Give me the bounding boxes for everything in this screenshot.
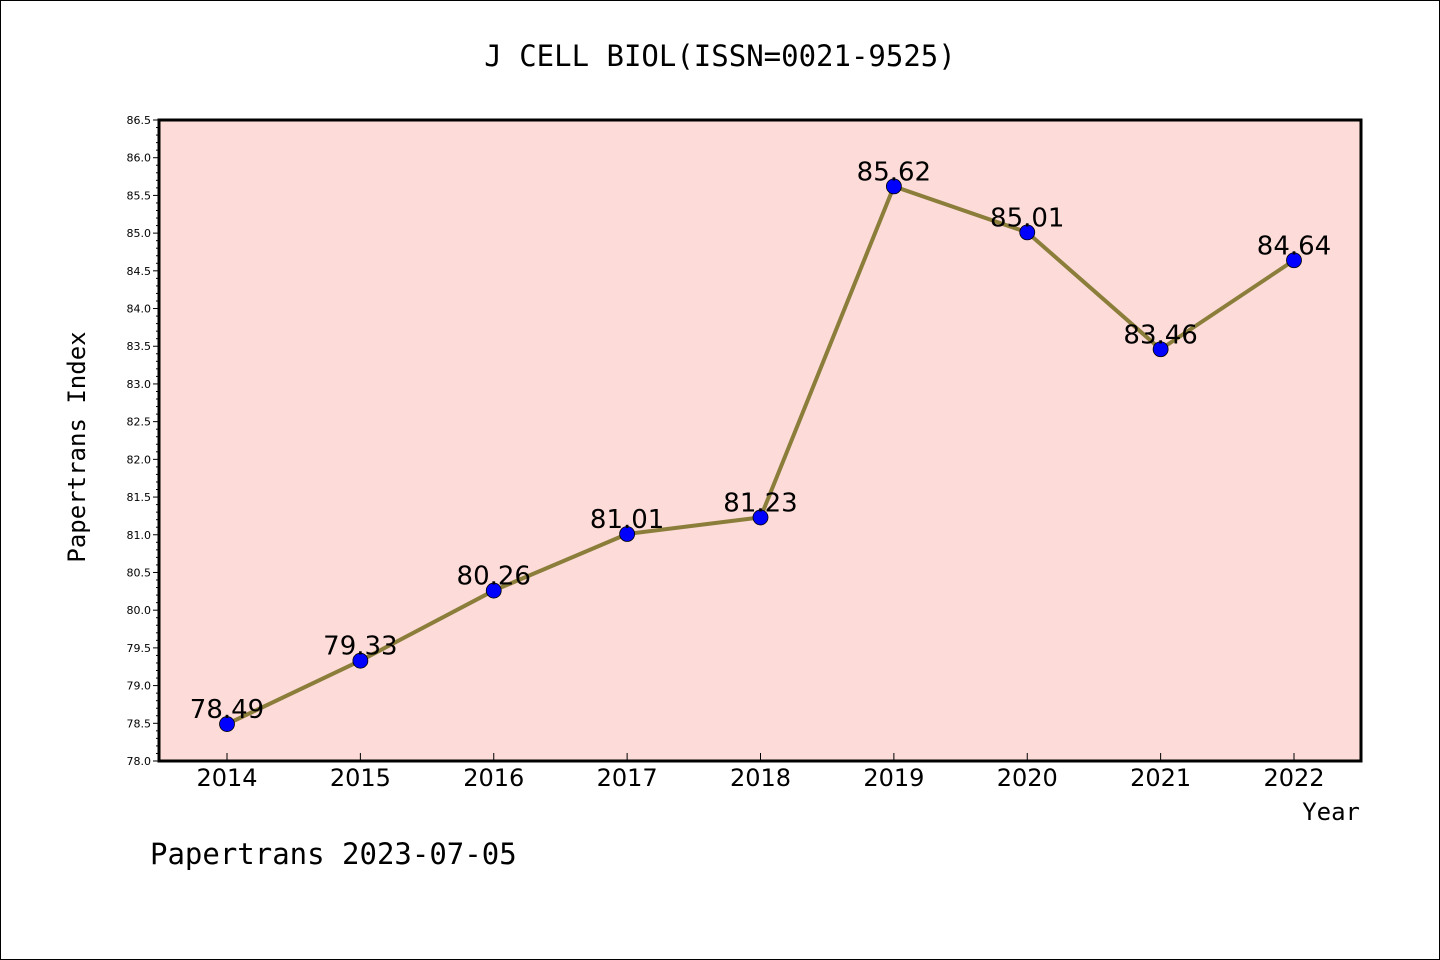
x-tick-label: 2014 (196, 764, 257, 792)
x-axis-label: Year (1302, 798, 1360, 826)
series (219, 178, 1302, 732)
data-point (885, 178, 902, 195)
data-label: 78.49 (190, 695, 264, 725)
x-tick-label: 2021 (1130, 764, 1191, 792)
data-point (485, 582, 502, 599)
x-axis: 2014 2015 2016 2017 2018 2019 2020 2021 2022 (196, 753, 1325, 792)
y-tick-label: 78.0 (127, 755, 152, 768)
y-tick-label: 81.0 (127, 529, 152, 542)
x-tick-label: 2020 (997, 764, 1058, 792)
data-point (352, 652, 369, 669)
y-tick-label: 82.5 (127, 416, 152, 429)
data-point (1019, 224, 1036, 241)
data-point (1286, 252, 1302, 269)
y-tick-label: 85.5 (127, 189, 152, 202)
y-tick-label: 78.5 (127, 717, 152, 730)
y-tick-label: 80.5 (127, 566, 152, 579)
x-tick-label: 2019 (863, 764, 924, 792)
data-point (1152, 341, 1169, 358)
y-tick-label: 84.5 (127, 265, 152, 278)
data-label: 81.23 (723, 488, 797, 518)
data-point (752, 509, 769, 526)
data-point (619, 526, 636, 542)
y-tick-label: 86.0 (127, 152, 152, 165)
plot-area (157, 118, 1363, 763)
chart-title: J CELL BIOL(ISSN=0021-9525) (484, 39, 955, 73)
y-axis-label: Papertrans Index (63, 331, 91, 562)
y-tick-label: 86.5 (127, 114, 152, 127)
y-tick-label: 81.5 (127, 491, 152, 504)
data-label: 81.01 (590, 505, 664, 535)
footer-text: Papertrans 2023-07-05 (150, 837, 517, 871)
x-tick-label: 2022 (1263, 764, 1324, 792)
x-tick-label: 2018 (730, 764, 791, 792)
x-tick-label: 2016 (463, 764, 524, 792)
data-label: 80.26 (457, 562, 531, 592)
y-tick-label: 83.0 (127, 378, 152, 391)
y-tick-label: 83.5 (127, 340, 152, 353)
x-tick-label: 2017 (597, 764, 658, 792)
data-label: 84.64 (1257, 231, 1331, 261)
y-tick-label: 85.0 (127, 227, 152, 240)
y-tick-label: 79.5 (127, 642, 152, 655)
y-tick-label: 82.0 (127, 453, 152, 466)
y-axis: 78.0 78.5 79.0 79.5 80.0 80.5 81.0 81.5 82.0 82.5… (127, 114, 159, 768)
data-label: 85.01 (990, 203, 1064, 233)
data-label: 79.33 (323, 632, 397, 662)
y-tick-label: 80.0 (127, 604, 152, 617)
x-tick-label: 2015 (330, 764, 391, 792)
data-label: 85.62 (857, 157, 931, 187)
y-tick-label: 84.0 (127, 303, 152, 316)
data-label: 83.46 (1123, 320, 1197, 350)
y-tick-label: 79.0 (127, 680, 152, 693)
data-labels: 78.49 79.33 80.26 81.01 81.23 85.62 85.01 83.46… (190, 157, 1331, 725)
data-point (219, 716, 235, 732)
